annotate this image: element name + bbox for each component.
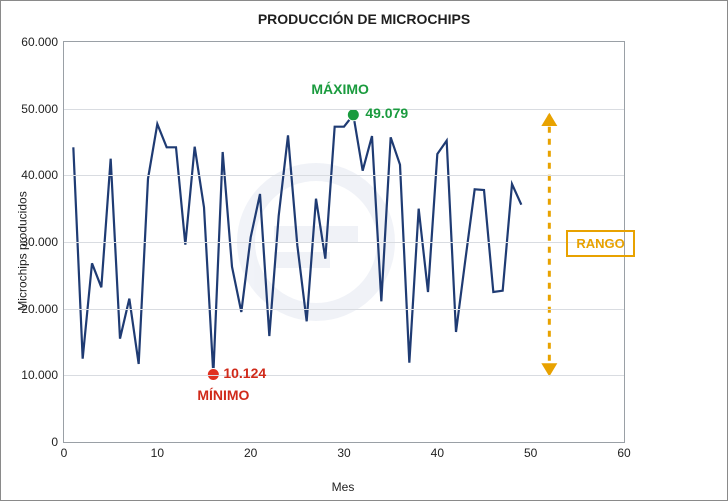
gridline (64, 175, 624, 176)
gridline (64, 309, 624, 310)
gridline (64, 242, 624, 243)
x-tick-label: 60 (617, 442, 630, 460)
gridline (64, 109, 624, 110)
min-title: MÍNIMO (197, 387, 249, 403)
x-tick-label: 40 (431, 442, 444, 460)
y-tick-label: 50.000 (21, 102, 64, 116)
y-tick-label: 30.000 (21, 235, 64, 249)
y-tick-label: 10.000 (21, 368, 64, 382)
line-series (73, 115, 521, 375)
y-axis-label-container: Microchips producidos (13, 1, 33, 500)
min-value: 10.124 (223, 365, 266, 381)
x-axis-label: Mes (63, 480, 623, 494)
range-arrow-head-top (541, 113, 557, 126)
y-tick-label: 20.000 (21, 302, 64, 316)
x-tick-label: 10 (151, 442, 164, 460)
y-axis-label: Microchips producidos (16, 191, 30, 310)
range-label-text: RANGO (576, 236, 624, 251)
x-tick-label: 30 (337, 442, 350, 460)
max-marker (347, 109, 359, 121)
range-label-box: RANGO (566, 230, 634, 257)
y-tick-label: 60.000 (21, 35, 64, 49)
chart-title: PRODUCCIÓN DE MICROCHIPS (1, 11, 727, 27)
gridline (64, 375, 624, 376)
y-tick-label: 40.000 (21, 168, 64, 182)
plot-area: 010.00020.00030.00040.00050.00060.000010… (63, 41, 625, 443)
x-tick-label: 20 (244, 442, 257, 460)
max-title: MÁXIMO (311, 81, 369, 97)
x-tick-label: 50 (524, 442, 537, 460)
chart-frame: PRODUCCIÓN DE MICROCHIPS Microchips prod… (0, 0, 728, 501)
x-tick-label: 0 (61, 442, 68, 460)
max-value: 49.079 (365, 105, 408, 121)
